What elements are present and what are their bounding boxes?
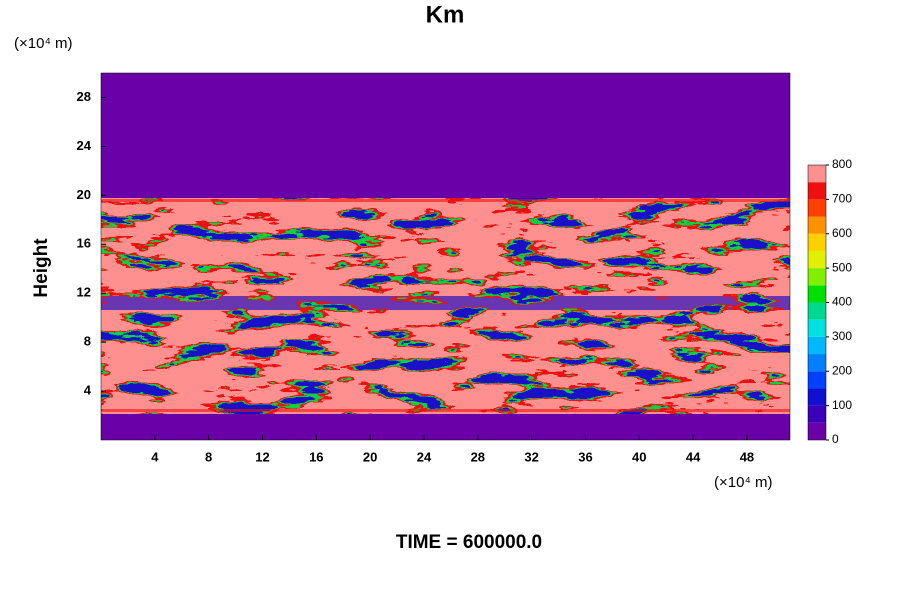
- colorbar-tick-label: 700: [832, 192, 852, 206]
- x-tick-label: 16: [309, 449, 323, 464]
- colorbar-band: [808, 371, 826, 389]
- colorbar-band: [808, 250, 826, 269]
- chart-title: Km: [426, 1, 465, 28]
- x-tick-label: 28: [471, 449, 485, 464]
- colorbar-band: [808, 422, 826, 440]
- colorbar-band: [808, 319, 826, 337]
- y-tick-label: 8: [84, 334, 91, 349]
- x-tick-label: 48: [740, 449, 754, 464]
- colorbar-band: [808, 233, 826, 251]
- colorbar-tick-label: 0: [832, 432, 839, 446]
- y-axis-label: Height: [31, 238, 52, 298]
- y-tick-label: 4: [84, 383, 92, 398]
- colorbar-tick-label: 300: [832, 329, 852, 343]
- colorbar-tick-label: 600: [832, 226, 852, 240]
- colorbar-tick-label: 400: [832, 295, 852, 309]
- y-tick-label: 16: [77, 236, 91, 251]
- y-tick-label: 28: [77, 89, 91, 104]
- footer: TIME = 600000.0: [396, 532, 542, 553]
- colorbar-band: [808, 199, 826, 217]
- y-unit-label: (×10⁴ m): [14, 35, 73, 52]
- x-tick-label: 8: [205, 449, 212, 464]
- colorbar-tick-label: 100: [832, 398, 852, 412]
- x-tick-label: 40: [632, 449, 646, 464]
- colorbar-band: [808, 336, 826, 355]
- colorbar-band: [808, 285, 826, 303]
- x-tick-label: 4: [151, 449, 159, 464]
- x-tick-label: 32: [524, 449, 538, 464]
- colorbar-band: [808, 182, 826, 200]
- colorbar-band: [808, 268, 826, 286]
- colorbar-band: [808, 354, 826, 372]
- colorbar-band: [808, 302, 826, 320]
- x-tick-label: 36: [578, 449, 592, 464]
- x-tick-label: 20: [363, 449, 377, 464]
- x-tick-label: 12: [255, 449, 269, 464]
- x-tick-label: 24: [417, 449, 432, 464]
- y-tick-label: 20: [77, 187, 91, 202]
- x-tick-label: 44: [686, 449, 701, 464]
- colorbar-band: [808, 165, 826, 183]
- colorbar-tick-label: 200: [832, 363, 852, 377]
- colorbar-tick-label: 800: [832, 157, 852, 171]
- colorbar-band: [808, 388, 826, 406]
- x-unit-label: (×10⁴ m): [714, 474, 773, 491]
- y-tick-label: 24: [77, 138, 92, 153]
- y-tick-label: 12: [77, 285, 91, 300]
- colorbar-band: [808, 216, 826, 234]
- colorbar-tick-label: 500: [832, 260, 852, 274]
- field: [100, 72, 791, 441]
- colorbar-band: [808, 405, 826, 423]
